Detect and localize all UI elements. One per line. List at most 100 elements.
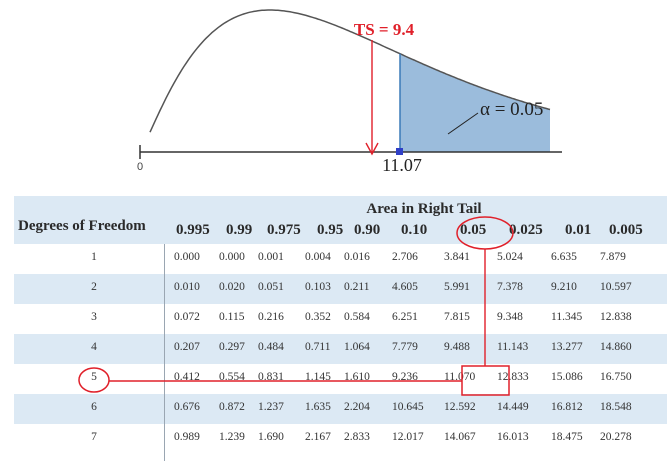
value-cell: 0.004 [305,251,331,263]
alpha-header-0.005: 0.005 [609,222,643,238]
value-cell: 18.548 [600,401,632,413]
value-cell: 9.236 [392,371,418,383]
value-cell: 1.064 [344,341,370,353]
value-cell: 16.812 [551,401,583,413]
value-cell: 0.020 [219,281,245,293]
right-tail-area [400,53,550,153]
value-cell: 10.645 [392,401,424,413]
value-cell: 11.143 [497,341,529,353]
value-cell: 0.072 [174,311,200,323]
value-cell: 0.016 [344,251,370,263]
df-cell: 7 [91,431,97,443]
alpha-header-0.10: 0.10 [401,222,428,238]
value-cell: 7.815 [444,311,470,323]
value-cell: 0.216 [258,311,284,323]
value-cell: 7.378 [497,281,523,293]
value-cell: 0.000 [219,251,245,263]
area-title: Area in Right Tail [366,201,482,217]
dof-title: Degrees of Freedom [18,218,146,234]
value-cell: 7.779 [392,341,418,353]
value-cell: 9.488 [444,341,470,353]
value-cell: 0.554 [219,371,245,383]
alpha-header-0.975: 0.975 [267,222,301,238]
table-row: 3 0.072 0.115 0.216 0.352 0.584 6.251 7.815 9.34… [14,304,667,334]
table-row: 4 0.207 0.297 0.484 0.711 1.064 7.779 9.488 11.1… [14,334,667,364]
test-statistic-label: TS = 9.4 [354,20,415,39]
distribution-plot: TS = 9.4 α = 0.05 0 11.07 [137,9,562,175]
df-cell: 4 [91,341,97,353]
value-cell: 11.070 [444,371,476,383]
df-cell: 6 [91,401,97,413]
value-cell: 15.086 [551,371,583,383]
value-cell: 20.278 [600,431,632,443]
df-cell: 3 [91,311,97,323]
value-cell: 0.001 [258,251,284,263]
critical-value-marker [396,148,403,155]
zero-tick-label: 0 [137,161,143,173]
value-cell: 4.605 [392,281,418,293]
value-cell: 1.239 [219,431,245,443]
value-cell: 9.210 [551,281,577,293]
column-separator [164,244,165,461]
value-cell: 0.412 [174,371,200,383]
alpha-header-0.995: 0.995 [176,222,210,238]
value-cell: 1.145 [305,371,331,383]
value-cell: 0.676 [174,401,200,413]
alpha-header-0.99: 0.99 [226,222,253,238]
alpha-header-0.05: 0.05 [460,222,487,238]
table-header: Area in Right Tail Degrees of Freedom 0.… [14,196,667,244]
value-cell: 0.207 [174,341,200,353]
value-cell: 6.251 [392,311,418,323]
value-cell: 2.833 [344,431,370,443]
value-cell: 1.610 [344,371,370,383]
value-cell: 0.010 [174,281,200,293]
value-cell: 12.833 [497,371,529,383]
value-cell: 1.635 [305,401,331,413]
value-cell: 10.597 [600,281,632,293]
value-cell: 0.103 [305,281,331,293]
value-cell: 0.711 [305,341,331,353]
value-cell: 0.000 [174,251,200,263]
value-cell: 11.345 [551,311,583,323]
table-row: 5 0.412 0.554 0.831 1.145 1.610 9.236 11.070 12.… [14,364,667,394]
value-cell: 16.750 [600,371,632,383]
value-cell: 2.167 [305,431,331,443]
value-cell: 12.592 [444,401,476,413]
alpha-header-0.95: 0.95 [317,222,344,238]
value-cell: 0.051 [258,281,284,293]
value-cell: 1.237 [258,401,284,413]
value-cell: 2.706 [392,251,418,263]
df-cell: 1 [91,251,97,263]
alpha-label: α = 0.05 [480,99,543,120]
alpha-header-0.025: 0.025 [509,222,543,238]
df-cell: 5 [91,371,97,383]
value-cell: 0.297 [219,341,245,353]
table-row: 7 0.989 1.239 1.690 2.167 2.833 12.017 14.067 16… [14,424,667,454]
table-row: 1 0.000 0.000 0.001 0.004 0.016 2.706 3.841 5.02… [14,244,667,274]
value-cell: 14.860 [600,341,632,353]
value-cell: 0.584 [344,311,370,323]
table-row: 6 0.676 0.872 1.237 1.635 2.204 10.645 12.592 14… [14,394,667,424]
value-cell: 9.348 [497,311,523,323]
value-cell: 0.872 [219,401,245,413]
value-cell: 0.115 [219,311,245,323]
value-cell: 3.841 [444,251,470,263]
alpha-header-0.90: 0.90 [354,222,381,238]
value-cell: 1.690 [258,431,284,443]
test-statistic-arrowhead [365,142,379,156]
value-cell: 16.013 [497,431,529,443]
alpha-leader-line [447,112,479,135]
df-cell: 2 [91,281,97,293]
value-cell: 13.277 [551,341,583,353]
value-cell: 5.024 [497,251,523,263]
density-curve [149,9,551,133]
value-cell: 12.838 [600,311,632,323]
value-cell: 7.879 [600,251,626,263]
value-cell: 0.831 [258,371,284,383]
value-cell: 14.067 [444,431,476,443]
value-cell: 14.449 [497,401,529,413]
value-cell: 5.991 [444,281,470,293]
value-cell: 12.017 [392,431,424,443]
critical-value-label: 11.07 [382,155,422,175]
